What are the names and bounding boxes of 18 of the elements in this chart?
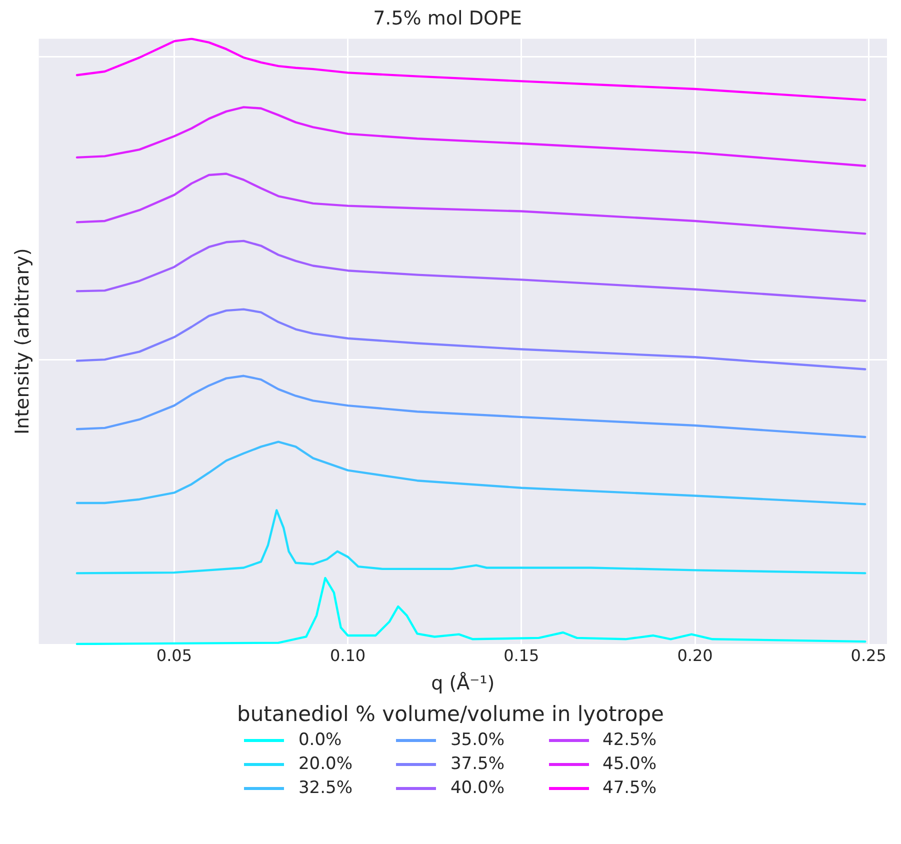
x-axis-title: q (Å⁻¹) [431,672,495,695]
x-tick-label: 0.15 [504,646,540,665]
legend-label: 42.5% [602,730,657,750]
legend-label: 37.5% [450,754,504,774]
legend-label: 35.0% [450,730,504,750]
legend-label: 32.5% [298,778,352,798]
legend-label: 47.5% [602,778,657,798]
x-tick-label: 0.25 [850,646,886,665]
legend-label: 0.0% [298,730,342,750]
x-tick-label: 0.20 [677,646,713,665]
x-tick-label: 0.05 [156,646,192,665]
legend-label: 40.0% [450,778,504,798]
legend-title: butanediol % volume/volume in lyotrope [237,702,664,726]
legend-label: 45.0% [602,754,657,774]
legend-label: 20.0% [298,754,352,774]
chart-title: 7.5% mol DOPE [373,7,522,30]
y-axis-title: Intensity (arbitrary) [11,248,34,435]
x-tick-label: 0.10 [330,646,366,665]
